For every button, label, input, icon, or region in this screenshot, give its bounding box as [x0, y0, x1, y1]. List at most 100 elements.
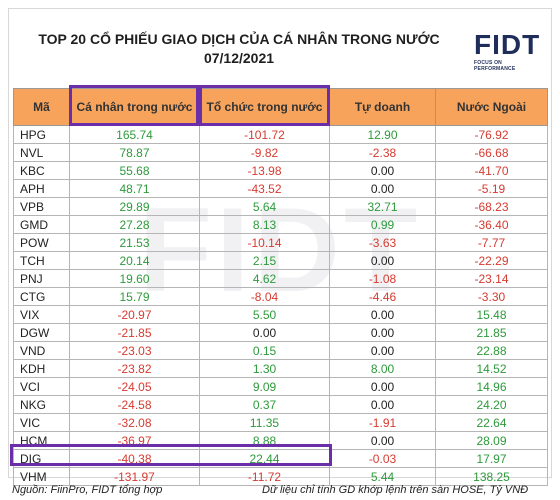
institution-value-cell: 0.00 [199, 323, 330, 342]
foreign-value-cell: 138.25 [435, 467, 548, 486]
individual-value-cell: 78.87 [69, 143, 200, 162]
table-row: NVL 78.87 -9.82 -2.38 -66.68 [13, 143, 548, 162]
table-row: PNJ 19.60 4.62 -1.08 -23.14 [13, 269, 548, 288]
table-row: VND -23.03 0.15 0.00 22.88 [13, 341, 548, 360]
column-header-code: Mã [13, 88, 70, 126]
foreign-value-cell: -23.14 [435, 269, 548, 288]
stock-code-cell: VHM [13, 467, 70, 486]
table-row: DGW -21.85 0.00 0.00 21.85 [13, 323, 548, 342]
individual-value-cell: 15.79 [69, 287, 200, 306]
stock-code-cell: DGW [13, 323, 70, 342]
column-header-institution: Tổ chức trong nước [199, 88, 330, 126]
stock-code-cell: KDH [13, 359, 70, 378]
foreign-value-cell: -3.30 [435, 287, 548, 306]
institution-value-cell: 5.64 [199, 197, 330, 216]
foreign-value-cell: -76.92 [435, 125, 548, 144]
stock-code-cell: NVL [13, 143, 70, 162]
report-title: TOP 20 CỔ PHIẾU GIAO DỊCH CỦA CÁ NHÂN TR… [0, 30, 478, 68]
table-row: VCI -24.05 9.09 0.00 14.96 [13, 377, 548, 396]
individual-value-cell: 27.28 [69, 215, 200, 234]
trading-table: Mã Cá nhân trong nước Tổ chức trong nước… [13, 88, 548, 486]
foreign-value-cell: 22.64 [435, 413, 548, 432]
institution-value-cell: 0.37 [199, 395, 330, 414]
institution-value-cell: -10.14 [199, 233, 330, 252]
proprietary-value-cell: 12.90 [329, 125, 436, 144]
foreign-value-cell: -5.19 [435, 179, 548, 198]
institution-value-cell: 4.62 [199, 269, 330, 288]
stock-code-cell: KBC [13, 161, 70, 180]
table-row: VHM -131.97 -11.72 5.44 138.25 [13, 467, 548, 486]
proprietary-value-cell: 0.00 [329, 395, 436, 414]
foreign-value-cell: -66.68 [435, 143, 548, 162]
proprietary-value-cell: 5.44 [329, 467, 436, 486]
institution-value-cell: -11.72 [199, 467, 330, 486]
proprietary-value-cell: -2.38 [329, 143, 436, 162]
institution-value-cell: 8.13 [199, 215, 330, 234]
individual-value-cell: -40.38 [69, 449, 200, 468]
stock-code-cell: VPB [13, 197, 70, 216]
individual-value-cell: 48.71 [69, 179, 200, 198]
foreign-value-cell: -36.40 [435, 215, 548, 234]
footer-source: Nguồn: FiinPro, FIDT tổng hợp [12, 484, 163, 496]
foreign-value-cell: -22.29 [435, 251, 548, 270]
proprietary-value-cell: 32.71 [329, 197, 436, 216]
foreign-value-cell: 14.96 [435, 377, 548, 396]
column-header-proprietary: Tự doanh [329, 88, 436, 126]
proprietary-value-cell: -4.46 [329, 287, 436, 306]
foreign-value-cell: -7.77 [435, 233, 548, 252]
individual-value-cell: 21.53 [69, 233, 200, 252]
stock-code-cell: VIC [13, 413, 70, 432]
proprietary-value-cell: 0.00 [329, 305, 436, 324]
individual-value-cell: 29.89 [69, 197, 200, 216]
table-row: CTG 15.79 -8.04 -4.46 -3.30 [13, 287, 548, 306]
foreign-value-cell: 28.09 [435, 431, 548, 450]
stock-code-cell: GMD [13, 215, 70, 234]
foreign-value-cell: 24.20 [435, 395, 548, 414]
table-row: HPG 165.74 -101.72 12.90 -76.92 [13, 125, 548, 144]
column-header-individual: Cá nhân trong nước [69, 88, 200, 126]
footer-note: Dữ liệu chỉ tính GD khớp lệnh trên sàn H… [262, 484, 529, 496]
institution-value-cell: 2.15 [199, 251, 330, 270]
proprietary-value-cell: 0.99 [329, 215, 436, 234]
title-line-2: 07/12/2021 [203, 50, 275, 66]
individual-value-cell: 165.74 [69, 125, 200, 144]
table-row: HCM -36.97 8.88 0.00 28.09 [13, 431, 548, 450]
proprietary-value-cell: -1.91 [329, 413, 436, 432]
individual-value-cell: 20.14 [69, 251, 200, 270]
foreign-value-cell: -41.70 [435, 161, 548, 180]
institution-value-cell: -9.82 [199, 143, 330, 162]
institution-value-cell: 11.35 [199, 413, 330, 432]
proprietary-value-cell: 0.00 [329, 323, 436, 342]
stock-code-cell: HCM [13, 431, 70, 450]
stock-code-cell: NKG [13, 395, 70, 414]
individual-value-cell: 19.60 [69, 269, 200, 288]
table-header-row: Mã Cá nhân trong nước Tổ chức trong nước… [13, 88, 548, 126]
institution-value-cell: 22.44 [199, 449, 330, 468]
stock-code-cell: PNJ [13, 269, 70, 288]
proprietary-value-cell: -3.63 [329, 233, 436, 252]
foreign-value-cell: 22.88 [435, 341, 548, 360]
proprietary-value-cell: 0.00 [329, 341, 436, 360]
table-row: POW 21.53 -10.14 -3.63 -7.77 [13, 233, 548, 252]
individual-value-cell: -20.97 [69, 305, 200, 324]
table-row: APH 48.71 -43.52 0.00 -5.19 [13, 179, 548, 198]
fidt-logo: FIDT FOCUS ON PERFORMANCE [474, 30, 544, 76]
title-line-1: TOP 20 CỔ PHIẾU GIAO DỊCH CỦA CÁ NHÂN TR… [38, 31, 440, 47]
stock-code-cell: VIX [13, 305, 70, 324]
proprietary-value-cell: 0.00 [329, 251, 436, 270]
institution-value-cell: 1.30 [199, 359, 330, 378]
table-row: GMD 27.28 8.13 0.99 -36.40 [13, 215, 548, 234]
foreign-value-cell: 15.48 [435, 305, 548, 324]
individual-value-cell: -32.08 [69, 413, 200, 432]
proprietary-value-cell: 0.00 [329, 179, 436, 198]
institution-value-cell: 5.50 [199, 305, 330, 324]
individual-value-cell: -23.82 [69, 359, 200, 378]
institution-value-cell: 8.88 [199, 431, 330, 450]
stock-code-cell: VND [13, 341, 70, 360]
logo-text: FIDT [474, 29, 541, 60]
table-row: TCH 20.14 2.15 0.00 -22.29 [13, 251, 548, 270]
institution-value-cell: -43.52 [199, 179, 330, 198]
table-row: KDH -23.82 1.30 8.00 14.52 [13, 359, 548, 378]
individual-value-cell: -24.58 [69, 395, 200, 414]
institution-value-cell: -101.72 [199, 125, 330, 144]
